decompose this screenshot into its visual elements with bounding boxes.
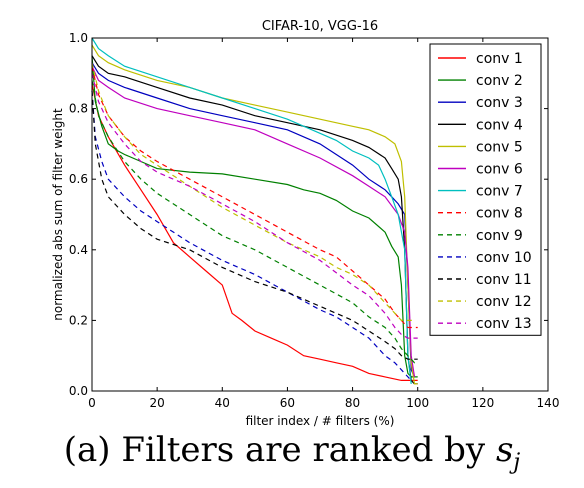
legend-label-conv-5: conv 5 — [476, 139, 523, 155]
y-tick-label: 1.0 — [69, 31, 88, 45]
series-line-conv-1 — [91, 83, 418, 381]
x-tick-label: 100 — [406, 396, 429, 410]
figure-caption: (a) Filters are ranked by sj — [0, 430, 584, 475]
legend-label-conv-4: conv 4 — [476, 117, 523, 133]
x-tick-label: 20 — [150, 396, 165, 410]
legend-label-conv-8: conv 8 — [476, 206, 523, 222]
series-line-conv-6 — [91, 65, 416, 377]
series-line-conv-12 — [91, 62, 415, 321]
legend-label-conv-1: conv 1 — [476, 51, 523, 67]
y-tick-label: 0.0 — [69, 384, 88, 398]
series-line-conv-2 — [91, 55, 418, 378]
x-tick-label: 80 — [345, 396, 360, 410]
y-tick-label: 0.4 — [69, 243, 88, 257]
axes-frame — [91, 37, 549, 392]
legend-label-conv-6: conv 6 — [476, 162, 523, 178]
series-line-conv-7 — [91, 37, 412, 384]
legend-label-conv-12: conv 12 — [476, 294, 532, 310]
caption-variable: sj — [495, 430, 520, 475]
plot-area — [91, 37, 418, 385]
legend-label-conv-11: conv 11 — [476, 272, 532, 288]
caption-variable-symbol: s — [495, 430, 514, 470]
legend-label-conv-10: conv 10 — [476, 250, 532, 266]
axis-ticks: 0 20 40 60 80 100 120 140 0.0 0.2 0.4 0.6 0.8 1.0 — [69, 31, 560, 410]
legend-label-conv-7: conv 7 — [476, 184, 523, 200]
x-tick-label: 60 — [280, 396, 295, 410]
legend-label-conv-9: conv 9 — [476, 228, 523, 244]
y-tick-label: 0.2 — [69, 313, 88, 327]
x-tick-label: 140 — [537, 396, 560, 410]
caption-variable-subscript: j — [513, 449, 521, 475]
series-line-conv-3 — [91, 62, 416, 378]
line-chart: CIFAR-10, VGG-16 0 20 40 60 80 100 120 140 0.0 0.… — [51, 19, 560, 428]
x-tick-label: 40 — [215, 396, 230, 410]
x-tick-label: 0 — [88, 396, 96, 410]
chart-title: CIFAR-10, VGG-16 — [262, 19, 378, 34]
legend-label-conv-2: conv 2 — [476, 73, 523, 89]
x-axis-label: filter index / # filters (%) — [246, 414, 395, 428]
legend-box — [429, 43, 542, 336]
y-axis-label: normalized abs sum of filter weight — [51, 108, 65, 321]
legend-label-conv-13: conv 13 — [476, 316, 532, 332]
x-tick-label: 120 — [471, 396, 494, 410]
series-line-conv-9 — [91, 80, 418, 364]
series-line-conv-11 — [91, 90, 418, 360]
y-tick-label: 0.8 — [69, 102, 88, 116]
series-line-conv-5 — [91, 44, 418, 385]
series-line-conv-13 — [91, 73, 418, 339]
legend: conv 1 conv 2 conv 3 conv 4 conv 5 conv 6 conv… — [429, 43, 542, 336]
series-line-conv-10 — [91, 90, 412, 381]
y-tick-label: 0.6 — [69, 172, 88, 186]
legend-label-conv-3: conv 3 — [476, 95, 523, 111]
caption-text: (a) Filters are ranked by — [63, 430, 486, 470]
